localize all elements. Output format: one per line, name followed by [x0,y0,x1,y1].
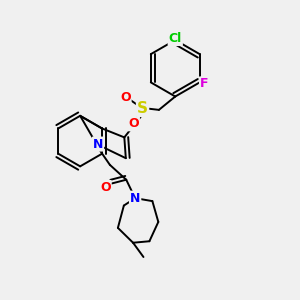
Text: F: F [200,77,208,90]
Text: N: N [130,192,140,205]
Text: N: N [93,138,103,151]
Text: O: O [100,181,111,194]
Text: S: S [137,101,148,116]
Text: Cl: Cl [169,32,182,45]
Text: O: O [120,91,130,103]
Text: O: O [128,117,139,130]
